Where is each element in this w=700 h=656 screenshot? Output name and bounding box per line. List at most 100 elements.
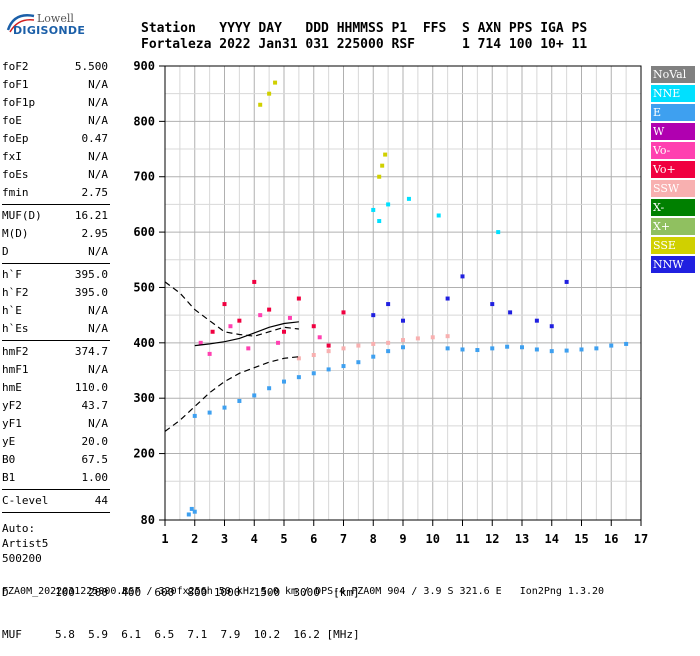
data-point-sse [258, 102, 263, 107]
data-point-vo [246, 346, 251, 351]
x-tick-label: 8 [370, 532, 377, 546]
data-point-vo [252, 279, 257, 284]
footer-info: FZA0M_2022031225000.RSF / 320fx256h 50 k… [2, 586, 605, 597]
param-value: 1.00 [81, 471, 109, 484]
profile-curve [194, 321, 299, 347]
x-tick-label: 10 [426, 532, 440, 546]
data-point-e [192, 413, 197, 418]
header-labels: Station YYYY DAY DDD HHMMSS P1 FFS S AXN… [141, 21, 587, 36]
param-row: fxI N/A [2, 148, 110, 166]
param-name: foF1 [2, 78, 29, 91]
chart-axes: 1 2 3 4 5 6 7 8 9 10 11 12 13 14 15 16 17802003004005006… [133, 59, 648, 546]
param-name: h`F [2, 268, 22, 281]
header-label-ps: PS [571, 21, 588, 36]
x-tick-label: 14 [545, 532, 559, 546]
legend-item-vo-: Vo- [651, 142, 695, 159]
data-point-ssw [445, 334, 450, 339]
d-muf-table: D 100 200 400 600 800 1000 1500 3000 [km… [2, 558, 360, 656]
data-point-nnw [490, 302, 495, 307]
param-name: hmE [2, 381, 22, 394]
param-row: foEs N/A [2, 166, 110, 184]
data-point-ssw [311, 353, 316, 358]
data-point-e [564, 348, 569, 353]
data-point-vo [311, 324, 316, 329]
data-point-ssw [356, 343, 361, 348]
x-tick-label: 3 [221, 532, 228, 546]
param-value: N/A [88, 304, 108, 317]
legend-item-nne: NNE [651, 85, 695, 102]
data-point-ssw [341, 346, 346, 351]
y-tick-label: 900 [133, 59, 155, 73]
header-value: 10+ [540, 37, 572, 52]
header-value: 1 [461, 37, 478, 52]
data-point-vo [317, 335, 322, 340]
data-point-ssw [386, 340, 391, 345]
x-tick-label: 9 [399, 532, 406, 546]
data-point-nne [406, 196, 411, 201]
legend-item-ssw: SSW [651, 180, 695, 197]
data-point-nne [496, 230, 501, 235]
y-tick-label: 700 [133, 170, 155, 184]
header-label-ddd: DDD [305, 21, 337, 36]
header-label-p1: P1 [391, 21, 423, 36]
data-point-sse [380, 163, 385, 168]
data-point-ssw [430, 335, 435, 340]
data-point-ssw [415, 336, 420, 341]
param-row: hmF2 374.7 [2, 343, 110, 361]
data-point-e [296, 375, 301, 380]
param-value: 2.95 [81, 227, 109, 240]
data-point-sse [383, 152, 388, 157]
x-tick-label: 2 [191, 532, 198, 546]
data-point-e [490, 346, 495, 351]
param-value: 67.5 [81, 453, 109, 466]
legend: NoVal NNE E W Vo- Vo+ SSW X- X+ SSE NNW [651, 66, 695, 275]
data-point-ssw [326, 349, 331, 354]
x-tick-label: 6 [310, 532, 317, 546]
header-label-hhmmss: HHMMSS [336, 21, 392, 36]
auto-text: Artist5 [2, 537, 49, 550]
param-row: h`F 395.0 [2, 266, 110, 284]
header-value: 11 [571, 37, 588, 52]
param-row: B1 1.00 [2, 469, 110, 487]
param-value: 395.0 [74, 268, 108, 281]
data-point-e [460, 347, 465, 352]
x-tick-label: 11 [455, 532, 469, 546]
param-row: hmE 110.0 [2, 379, 110, 397]
y-tick-label: 600 [133, 225, 155, 239]
param-value: N/A [88, 78, 108, 91]
param-name: fmin [2, 186, 29, 199]
param-separator [2, 340, 110, 341]
data-point-e [207, 410, 212, 415]
data-point-vo [341, 310, 346, 315]
header-value: RSF [391, 37, 423, 52]
data-point-ssw [401, 338, 405, 343]
x-tick-label: 7 [340, 532, 347, 546]
header-value: Jan31 [258, 37, 306, 52]
data-point-e [401, 345, 405, 350]
data-point-vo [267, 307, 272, 312]
param-row: h`E N/A [2, 302, 110, 320]
data-point-vo [210, 329, 215, 334]
y-tick-label: 80 [141, 513, 155, 527]
data-point-e [222, 405, 227, 410]
param-row: h`Es N/A [2, 320, 110, 338]
header-label-iga: IGA [540, 21, 572, 36]
data-point-e [505, 344, 510, 349]
param-row: fmin 2.75 [2, 184, 110, 202]
y-tick-label: 800 [133, 114, 155, 128]
x-tick-label: 5 [280, 532, 287, 546]
header-label-station: Station [141, 21, 220, 36]
x-tick-label: 13 [515, 532, 529, 546]
param-row: D N/A [2, 243, 110, 261]
data-point-e [624, 341, 629, 346]
data-point-e [186, 512, 191, 517]
data-point-e [534, 347, 539, 352]
data-point-e [237, 398, 242, 403]
y-tick-label: 200 [133, 447, 155, 461]
data-point-e [609, 343, 614, 348]
ionogram-chart: 1 2 3 4 5 6 7 8 9 10 11 12 13 14 15 16 17802003004005006… [133, 59, 648, 546]
logo-digisonde-text: DIGISONDE [13, 24, 86, 37]
header-value: 2022 [219, 37, 259, 52]
param-value: N/A [88, 96, 108, 109]
param-separator [2, 489, 110, 490]
